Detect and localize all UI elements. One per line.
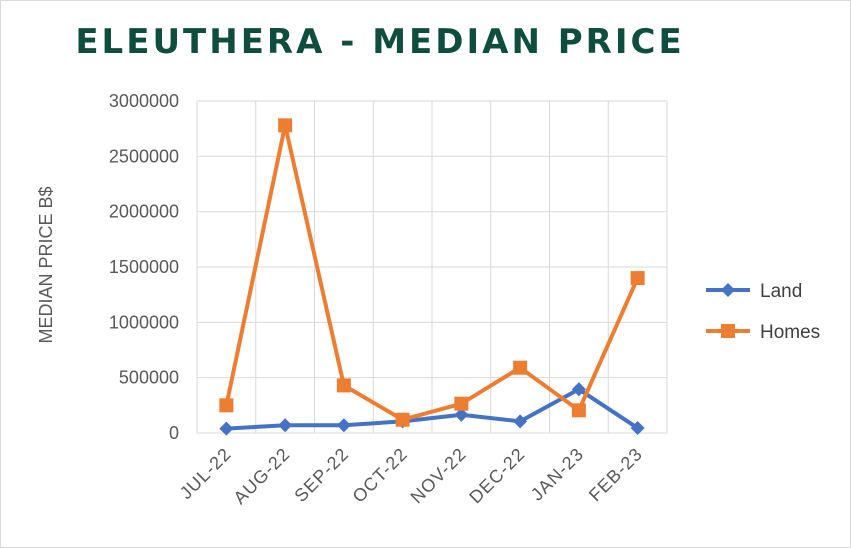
data-point-land — [278, 418, 293, 433]
x-tick-label: DEC-22 — [465, 444, 529, 508]
y-tick-label: 2500000 — [109, 146, 179, 166]
series-homes — [219, 118, 645, 427]
data-point-land — [454, 407, 469, 422]
data-point-homes — [395, 412, 410, 427]
x-tick-label: JUL-22 — [176, 444, 235, 503]
x-axis-ticks: JUL-22AUG-22SEP-22OCT-22NOV-22DEC-22JAN-… — [176, 444, 647, 508]
grid-lines — [196, 100, 668, 434]
legend-label-homes: Homes — [760, 322, 820, 343]
data-point-land — [630, 421, 645, 436]
data-point-homes — [454, 396, 469, 411]
y-tick-label: 2000000 — [109, 202, 179, 222]
legend-item-land: Land — [706, 281, 802, 302]
legend-marker-homes — [721, 324, 735, 338]
data-point-land — [571, 382, 586, 397]
y-tick-label: 500000 — [119, 368, 179, 388]
y-tick-label: 3000000 — [109, 91, 179, 111]
y-tick-label: 1000000 — [109, 312, 179, 332]
y-tick-label: 0 — [169, 423, 179, 443]
x-tick-label: JAN-23 — [527, 444, 588, 505]
data-point-homes — [219, 398, 234, 413]
data-point-homes — [571, 403, 586, 418]
y-axis-ticks: 0 500000 1000000 1500000 2000000 2500000 30000… — [109, 91, 179, 443]
legend-marker-land — [721, 283, 735, 297]
legend-label-land: Land — [760, 281, 802, 302]
x-tick-label: OCT-22 — [348, 444, 411, 507]
legend: Land Homes — [706, 281, 820, 343]
chart-title: ELEUTHERA - MEDIAN PRICE — [75, 22, 685, 62]
series-layer — [219, 118, 645, 436]
data-point-homes — [513, 360, 528, 375]
x-tick-label: AUG-22 — [230, 444, 294, 508]
y-axis-label: MEDIAN PRICE B$ — [36, 186, 56, 343]
data-point-land — [513, 414, 528, 429]
x-tick-label: NOV-22 — [407, 444, 471, 508]
legend-item-homes: Homes — [706, 322, 820, 343]
data-point-land — [219, 421, 234, 436]
series-line-land — [224, 387, 640, 431]
x-tick-label: SEP-22 — [290, 444, 352, 506]
data-point-homes — [630, 271, 645, 286]
data-point-homes — [336, 378, 351, 393]
y-tick-label: 1500000 — [109, 257, 179, 277]
x-tick-label: FEB-23 — [585, 444, 647, 506]
data-point-land — [336, 418, 351, 433]
data-point-homes — [278, 118, 293, 133]
series-line-homes — [224, 123, 640, 422]
